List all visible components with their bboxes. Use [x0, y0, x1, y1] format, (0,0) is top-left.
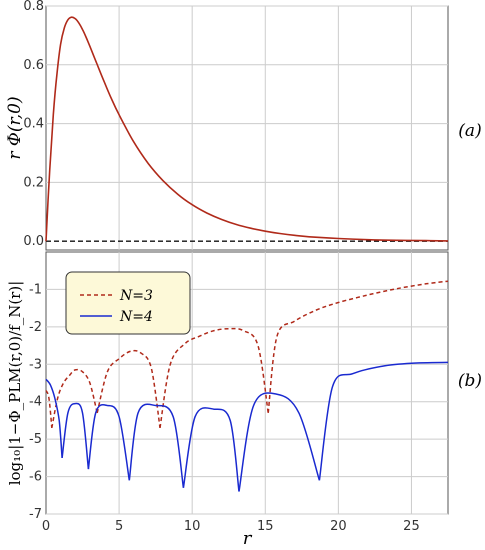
panel-a-curve — [45, 16, 449, 242]
y-tick-label-b-2: -3 — [29, 357, 42, 372]
series-N4-segment-6 — [318, 361, 449, 481]
series-N3-segment-0 — [45, 390, 53, 428]
y-tick-label-b-3: -4 — [29, 395, 42, 410]
panel-b-y-ticks: -1 -2 -3 -4 -5 -6 -7 — [29, 282, 42, 522]
x-tick-label-4: 20 — [330, 519, 347, 534]
series-N4-segment-0 — [45, 378, 63, 458]
y-tick-label-a-3: 0.6 — [23, 58, 44, 73]
series-N3-segment-1 — [51, 368, 98, 429]
panel-b-x-ticks: 0 5 10 15 20 25 — [42, 519, 420, 534]
panel-a: 0.0 0.2 0.4 0.6 0.8 r Φ(r,0) (a) — [5, 0, 482, 251]
x-tick-label-0: 0 — [42, 519, 50, 534]
series-N3-segment-4 — [267, 280, 449, 413]
y-tick-label-a-2: 0.4 — [23, 117, 44, 132]
series-N3-segment-3 — [159, 327, 269, 429]
y-tick-label-a-4: 0.8 — [23, 0, 44, 14]
legend-box — [65, 271, 191, 335]
x-tick-label-5: 25 — [403, 519, 420, 534]
panel-a-y-ticks: 0.0 0.2 0.4 0.6 0.8 — [23, 0, 44, 249]
panel-b-label: (b) — [458, 371, 482, 391]
y-tick-label-a-0: 0.0 — [23, 234, 44, 249]
y-tick-label-b-0: -1 — [29, 282, 42, 297]
panel-a-grid — [46, 5, 448, 250]
x-tick-label-2: 10 — [184, 519, 201, 534]
legend: N=3 N=4 — [65, 271, 191, 335]
series-N4-segment-1 — [61, 402, 90, 470]
x-tick-label-1: 5 — [115, 519, 123, 534]
y-tick-label-b-4: -5 — [29, 432, 42, 447]
panel-a-y-axis-label: r Φ(r,0) — [5, 96, 25, 159]
series-N4-segment-3 — [128, 403, 185, 488]
x-tick-label-3: 15 — [257, 519, 274, 534]
legend-label-n3: N=3 — [119, 288, 153, 304]
y-tick-label-b-6: -7 — [29, 507, 42, 522]
y-tick-label-b-1: -2 — [29, 320, 42, 335]
x-axis-label: r — [243, 528, 253, 549]
panel-b-y-axis-label: log₁₀|1−Φ_PLM(r,0)/f_N(r)| — [6, 281, 24, 486]
panel-a-frame — [45, 5, 449, 251]
y-tick-label-a-1: 0.2 — [23, 175, 44, 190]
series-N4-segment-5 — [238, 392, 321, 492]
panel-b-curves — [45, 280, 449, 492]
y-tick-label-b-5: -6 — [29, 470, 42, 485]
panel-a-label: (a) — [458, 121, 481, 141]
series-N4-segment-4 — [182, 407, 240, 492]
series-N3 — [45, 280, 449, 429]
panel-b: -1 -2 -3 -4 -5 -6 -7 0 5 10 15 20 25 log₁₀|1−Φ_PLM(… — [6, 251, 482, 549]
series-N4 — [45, 361, 449, 492]
legend-label-n4: N=4 — [119, 309, 153, 325]
series-N4-segment-2 — [87, 403, 131, 481]
series-N3-segment-2 — [96, 349, 161, 429]
